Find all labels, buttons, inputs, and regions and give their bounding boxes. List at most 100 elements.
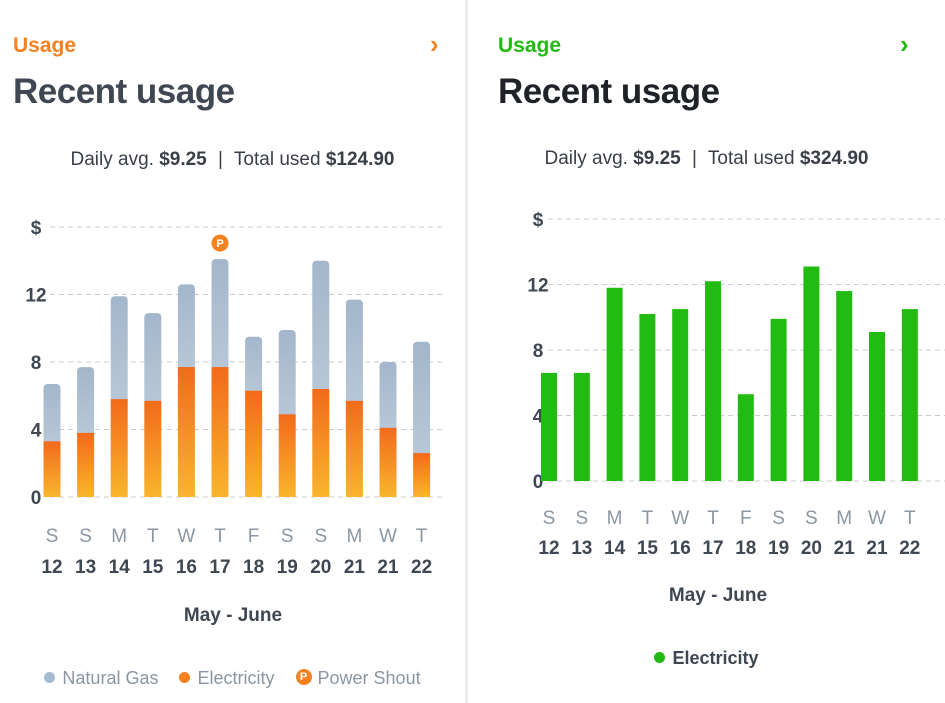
daily-avg-value: $9.25 (633, 148, 681, 169)
daily-avg-label: Daily avg. (544, 148, 628, 169)
power-shout-marker-glyph: P (216, 238, 223, 250)
eyebrow-usage[interactable]: Usage (13, 34, 77, 57)
bar-natural-gas (413, 341, 431, 457)
bar-electricity (737, 394, 754, 481)
power-shout-marker-icon (211, 234, 229, 252)
legend-electricity[interactable]: Electricity (179, 668, 275, 689)
y-axis-currency-label: $ (31, 218, 42, 239)
y-axis-currency-label: $ (533, 210, 544, 231)
x-day-number: 21 (866, 538, 888, 559)
bar-electricity (211, 367, 229, 497)
legend-power-shout-label: Power Shout (317, 668, 421, 688)
y-tick-label: 0 (31, 488, 42, 509)
x-day-number: 12 (538, 538, 559, 559)
x-day-letter: F (740, 508, 752, 529)
x-day-letter: S (805, 508, 818, 529)
x-day-letter: T (214, 526, 226, 547)
x-day-number: 15 (637, 538, 659, 559)
chart-legend: Natural Gas Electricity P Power Shout (0, 668, 465, 689)
x-day-number: 22 (899, 538, 920, 559)
x-day-letter: S (575, 508, 588, 529)
x-day-letter: W (868, 508, 886, 529)
y-tick-label: 4 (533, 407, 544, 428)
bar-natural-gas (177, 284, 195, 371)
bar-electricity (541, 372, 557, 481)
bar-natural-gas (144, 313, 162, 404)
x-day-letter: S (46, 526, 59, 547)
x-axis-title: May - June (184, 605, 282, 626)
usage-summary: Daily avg. $9.25 | Total used $324.90 (468, 148, 945, 170)
legend-electricity[interactable]: Electricity (654, 648, 759, 669)
usage-card-right: Usage › Recent usage Daily avg. $9.25 | … (468, 0, 945, 703)
x-day-letter: S (772, 508, 785, 529)
page-title: Recent usage (13, 72, 235, 111)
x-day-letter: S (281, 526, 294, 547)
daily-avg-value: $9.25 (159, 149, 207, 170)
summary-separator: | (692, 148, 697, 169)
x-day-letter: M (346, 526, 362, 547)
bar-electricity (278, 414, 296, 497)
x-day-letter: F (248, 526, 260, 547)
legend-electricity-label: Electricity (672, 648, 759, 668)
bar-natural-gas (278, 329, 296, 418)
bar-electricity (869, 331, 885, 481)
x-day-number: 18 (243, 557, 264, 578)
x-day-number: 21 (834, 538, 856, 559)
x-day-letter: W (671, 508, 689, 529)
bar-electricity (803, 266, 820, 481)
bar-electricity (77, 432, 95, 497)
x-day-letter: T (642, 508, 654, 529)
x-day-letter: M (607, 508, 623, 529)
chart-legend: Electricity (468, 648, 945, 669)
bar-natural-gas (345, 299, 363, 404)
eyebrow-usage[interactable]: Usage (498, 34, 562, 57)
bar-natural-gas (43, 383, 61, 445)
bar-natural-gas (77, 367, 95, 436)
bar-natural-gas (379, 362, 397, 431)
bar-electricity (43, 441, 61, 497)
y-tick-label: 4 (31, 421, 42, 442)
bar-electricity (639, 313, 656, 481)
bar-natural-gas (312, 260, 330, 392)
y-tick-label: 12 (527, 276, 548, 297)
bar-electricity (901, 309, 918, 481)
y-tick-label: 8 (31, 353, 42, 374)
page-title: Recent usage (498, 72, 720, 111)
x-day-number: 21 (344, 557, 366, 578)
x-day-number: 16 (176, 557, 197, 578)
chevron-right-icon[interactable]: › (430, 29, 439, 59)
summary-separator: | (218, 149, 223, 170)
x-day-number: 12 (41, 557, 62, 578)
x-day-number: 19 (768, 538, 789, 559)
power-shout-icon: P (295, 669, 312, 686)
x-day-letter: W (379, 526, 397, 547)
legend-natural-gas[interactable]: Natural Gas (44, 668, 158, 689)
bar-electricity (705, 281, 721, 481)
bar-electricity (379, 427, 397, 497)
x-day-number: 14 (109, 557, 131, 578)
legend-power-shout[interactable]: P Power Shout (295, 668, 421, 689)
x-day-number: 19 (277, 557, 298, 578)
x-day-number: 17 (702, 538, 723, 559)
total-used-label: Total used (707, 148, 795, 169)
bar-electricity (312, 389, 330, 497)
daily-avg-label: Daily avg. (70, 149, 154, 170)
bar-electricity (110, 399, 128, 497)
legend-electricity-label: Electricity (197, 668, 275, 688)
bar-electricity (836, 291, 853, 481)
electricity-dot-icon (179, 671, 191, 683)
total-used-value: $124.90 (325, 149, 395, 170)
x-day-number: 22 (411, 557, 432, 578)
x-axis-title: May - June (669, 585, 767, 606)
x-day-number: 18 (735, 538, 756, 559)
x-day-number: 17 (209, 557, 230, 578)
bar-electricity (177, 367, 195, 497)
usage-summary: Daily avg. $9.25 | Total used $124.90 (0, 149, 465, 171)
chevron-right-icon[interactable]: › (900, 29, 909, 59)
x-day-letter: S (543, 508, 556, 529)
x-day-number: 21 (377, 557, 399, 578)
x-day-letter: T (904, 508, 916, 529)
usage-chart-right: 0 4 8 12 $ S 12 S 13 M 14 T 15 W 16 T 17 F 18 S 19 S 20 M 21 W 21 T… (527, 210, 945, 606)
natural-gas-dot-icon (44, 671, 56, 683)
